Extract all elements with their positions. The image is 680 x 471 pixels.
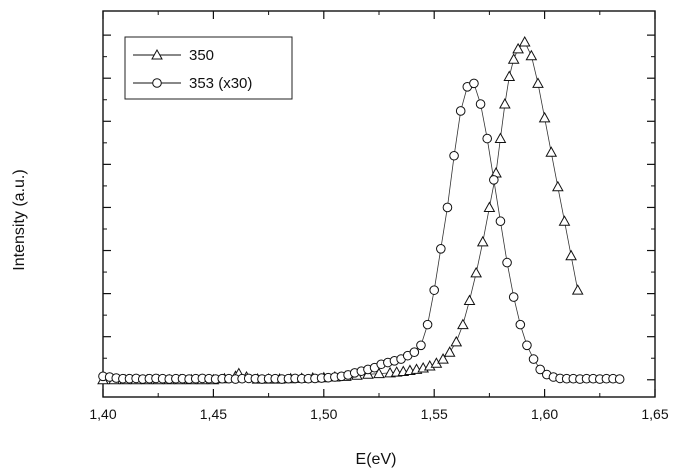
data-point — [518, 35, 531, 47]
data-point — [532, 77, 544, 88]
data-point — [515, 319, 526, 330]
data-point — [538, 111, 551, 123]
data-point — [437, 353, 449, 364]
legend-circle-marker — [152, 78, 162, 88]
x-tick-label: 1,55 — [421, 406, 448, 422]
data-point — [489, 175, 499, 185]
data-point — [443, 346, 456, 357]
data-point — [449, 150, 459, 161]
data-point — [442, 202, 453, 213]
data-point — [463, 294, 476, 305]
data-point — [416, 340, 426, 351]
data-point — [483, 201, 496, 212]
x-tick-label: 1,60 — [531, 406, 558, 422]
data-point — [522, 340, 532, 351]
data-point — [475, 99, 486, 109]
data-point — [565, 249, 577, 261]
data-point — [507, 53, 520, 64]
data-point — [457, 318, 469, 330]
x-tick-label: 1,40 — [89, 406, 116, 422]
data-point — [502, 257, 512, 268]
data-series — [97, 35, 625, 385]
legend-box — [124, 36, 293, 100]
data-point — [512, 42, 524, 54]
data-point — [495, 216, 506, 227]
data-point — [558, 215, 571, 226]
data-point — [528, 354, 539, 364]
data-point — [508, 292, 519, 302]
x-tick-label: 1,50 — [310, 406, 337, 422]
data-point — [614, 374, 625, 384]
y-axis-title: Intensity (a.u.) — [11, 169, 28, 270]
data-point — [450, 335, 463, 347]
data-point — [470, 266, 483, 278]
x-tick-labels: 1,40 1,45 1,50 1,55 1,60 1,65 — [89, 406, 668, 422]
data-point — [409, 347, 420, 357]
series-line — [102, 82, 620, 380]
x-tick-label: 1,45 — [200, 406, 227, 422]
data-point — [571, 284, 584, 295]
legend-label-350: 350 — [189, 47, 214, 64]
legend-label-353: 353 (x30) — [189, 75, 252, 92]
data-point — [525, 49, 538, 61]
data-point — [535, 364, 545, 375]
data-point — [482, 133, 492, 144]
series-353 — [98, 78, 625, 384]
legend-marker-350 — [133, 48, 181, 60]
x-tick-label: 1,65 — [641, 406, 668, 422]
data-point — [503, 70, 516, 81]
data-point — [494, 132, 507, 144]
x-axis-title: E(eV) — [356, 451, 397, 468]
data-point — [499, 98, 511, 109]
axis-ticks — [102, 11, 656, 397]
legend-triangle-marker — [151, 48, 163, 60]
data-point — [436, 244, 446, 254]
data-point — [373, 367, 385, 379]
data-point — [469, 78, 479, 89]
data-point — [476, 235, 489, 247]
legend: 350 353 (x30) — [124, 36, 293, 100]
data-point — [455, 106, 466, 116]
legend-marker-353 — [133, 78, 181, 88]
data-point — [422, 319, 433, 330]
data-point — [545, 146, 558, 157]
data-point — [429, 285, 440, 295]
data-point — [551, 180, 564, 192]
